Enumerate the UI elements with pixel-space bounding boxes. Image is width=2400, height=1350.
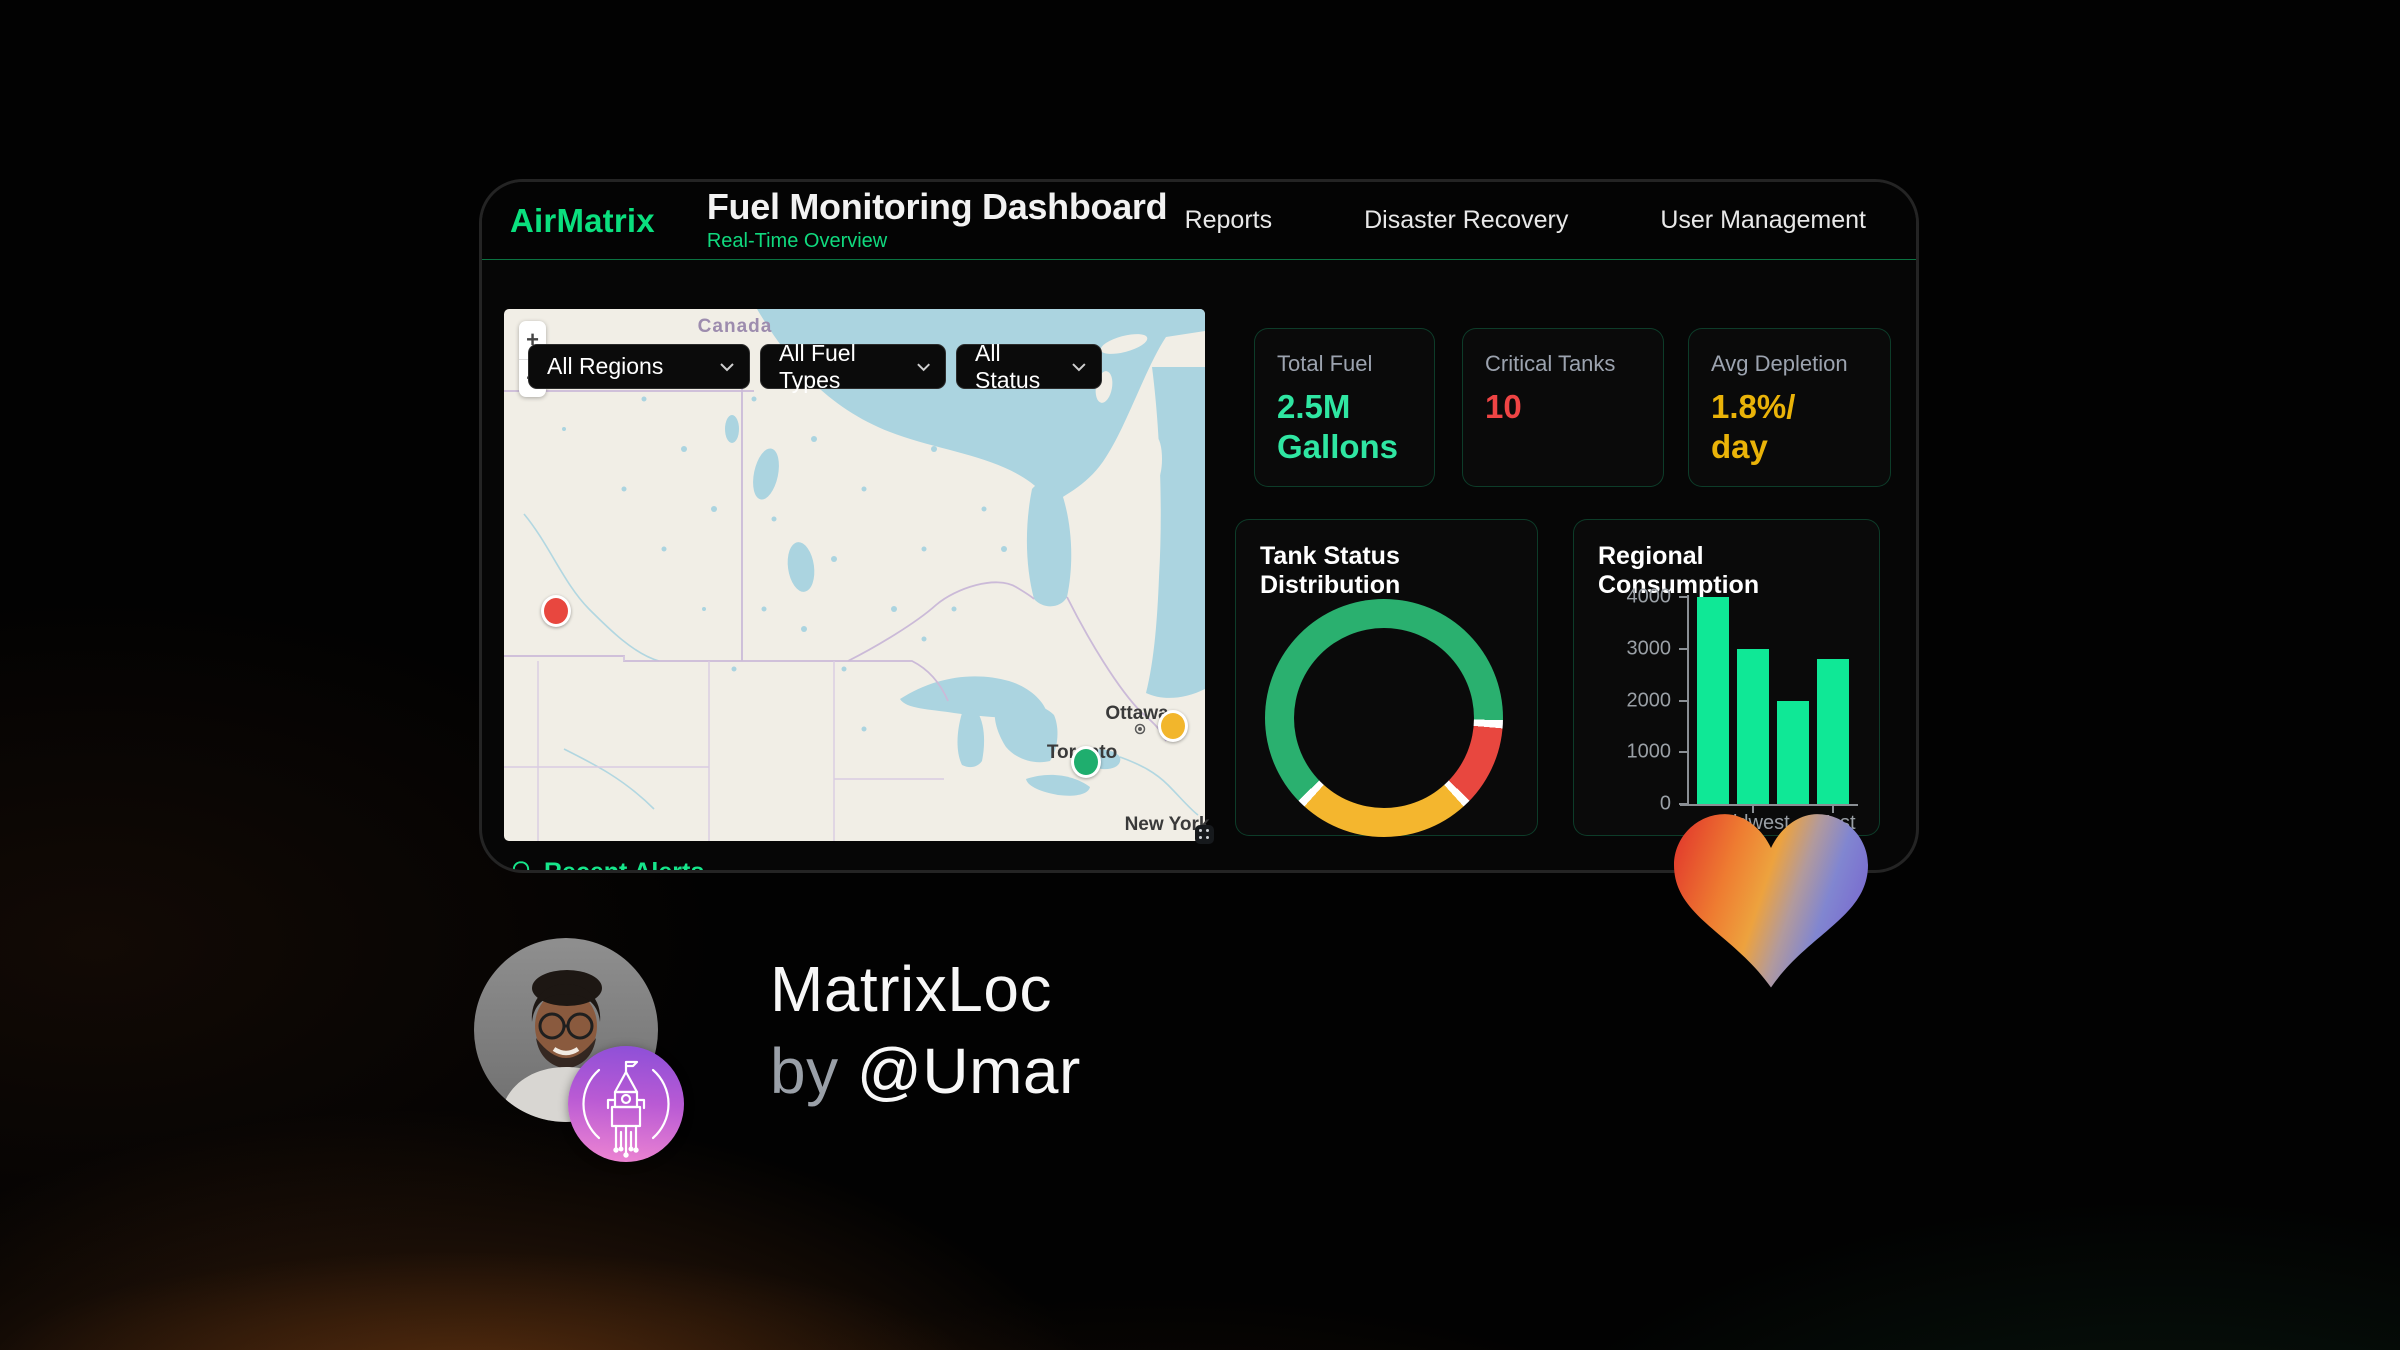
- status-filter-select[interactable]: All Status: [956, 340, 1102, 393]
- map-label-new-york: New York: [1124, 814, 1210, 835]
- bar-chart-y-axis: 0 1000 2000 3000 4000: [1574, 586, 1687, 815]
- author-handle: @Umar: [856, 1034, 1081, 1107]
- y-tick-mark: [1679, 751, 1687, 754]
- fuel-type-filter-value: All Fuel Types: [779, 339, 856, 393]
- app-name: MatrixLoc: [770, 953, 1052, 1025]
- bar: [1697, 597, 1729, 804]
- y-tick-label: 2000: [1626, 689, 1672, 711]
- bar-chart-axis-line: [1687, 595, 1689, 806]
- y-tick-mark: [1679, 596, 1687, 598]
- recent-alerts-section: Recent Alerts: [508, 858, 705, 873]
- region-filter-value: All Regions: [547, 353, 664, 379]
- regional-consumption-title: Regional Consumption: [1598, 542, 1760, 599]
- byline-prefix: by: [770, 1034, 857, 1107]
- tank-status-title: Tank Status Distribution: [1260, 542, 1401, 599]
- tank-status-donut: [1265, 599, 1503, 837]
- y-tick-mark: [1679, 699, 1687, 702]
- tank-marker-warning[interactable]: [1157, 710, 1188, 743]
- tower-crest-icon: [582, 1060, 670, 1158]
- tank-status-card: Tank Status Distribution: [1235, 519, 1538, 837]
- chevron-down-icon: [720, 362, 734, 371]
- y-tick-label: 3000: [1626, 637, 1672, 660]
- app-logo: AirMatrix: [510, 201, 655, 239]
- stat-label: Total Fuel: [1277, 351, 1373, 376]
- status-filter-value: All Status: [975, 339, 1041, 393]
- bar: [1737, 648, 1769, 804]
- bar: [1777, 700, 1809, 804]
- map-label-ottawa: Ottawa: [1105, 703, 1169, 724]
- map-filters: All Regions All Fuel Types All Status: [528, 340, 1102, 393]
- stat-card-avg-depletion: Avg Depletion 1.8%/ day: [1688, 328, 1891, 487]
- stat-card-total-fuel: Total Fuel 2.5M Gallons: [1254, 328, 1435, 487]
- bar-plot: [1693, 597, 1853, 804]
- y-tick-label: 1000: [1626, 740, 1672, 763]
- y-tick-label: 4000: [1626, 585, 1672, 608]
- stat-label: Avg Depletion: [1711, 351, 1848, 376]
- credit-block: MatrixLoc by @Umar: [770, 952, 1081, 1109]
- community-badge: [568, 1046, 684, 1162]
- bar: [1817, 659, 1849, 804]
- region-filter-select[interactable]: All Regions: [528, 344, 750, 389]
- stat-value: 1.8%/ day: [1711, 388, 1796, 465]
- regional-consumption-card: Regional Consumption 0 1000 2000 3000 4000 M…: [1573, 519, 1880, 836]
- dashboard-header: AirMatrix Fuel Monitoring Dashboard Real…: [482, 182, 1916, 260]
- page-subtitle: Real-Time Overview: [706, 230, 888, 253]
- chevron-down-icon: [1072, 362, 1086, 371]
- tank-marker-normal[interactable]: [1070, 746, 1101, 779]
- heart-icon: [1674, 814, 1868, 988]
- y-tick-mark: [1679, 647, 1687, 650]
- map-label-canada: Canada: [697, 316, 773, 337]
- recent-alerts-title: Recent Alerts: [544, 858, 705, 873]
- chevron-down-icon: [917, 362, 930, 371]
- x-tick-mark: [1832, 806, 1834, 813]
- stat-value: 2.5M Gallons: [1277, 388, 1399, 465]
- x-tick-mark: [1752, 806, 1754, 813]
- stat-label: Critical Tanks: [1485, 351, 1616, 376]
- tank-marker-critical[interactable]: [540, 595, 571, 628]
- bell-icon: [512, 860, 530, 870]
- map-canvas[interactable]: Canada Ottawa Toronto New York + − All R…: [504, 309, 1214, 844]
- page-title: Fuel Monitoring Dashboard: [706, 185, 1168, 227]
- top-nav: Reports Disaster Recovery User Managemen…: [1185, 206, 1878, 235]
- byline: by @Umar: [770, 1034, 1081, 1110]
- resize-handle-icon[interactable]: [1195, 825, 1214, 844]
- y-tick-label: 0: [1659, 792, 1671, 815]
- capital-icon: [1134, 723, 1146, 735]
- nav-user-management[interactable]: User Management: [1660, 206, 1866, 234]
- dashboard-card: AirMatrix Fuel Monitoring Dashboard Real…: [479, 179, 1919, 873]
- title-block: Fuel Monitoring Dashboard Real-Time Over…: [706, 185, 1168, 254]
- nav-disaster-recovery[interactable]: Disaster Recovery: [1364, 206, 1569, 234]
- stat-value: 10: [1485, 388, 1522, 425]
- stat-card-critical-tanks: Critical Tanks 10: [1462, 328, 1664, 487]
- nav-reports[interactable]: Reports: [1184, 206, 1273, 234]
- bar-chart-baseline: [1680, 804, 1858, 806]
- fuel-type-filter-select[interactable]: All Fuel Types: [760, 340, 946, 393]
